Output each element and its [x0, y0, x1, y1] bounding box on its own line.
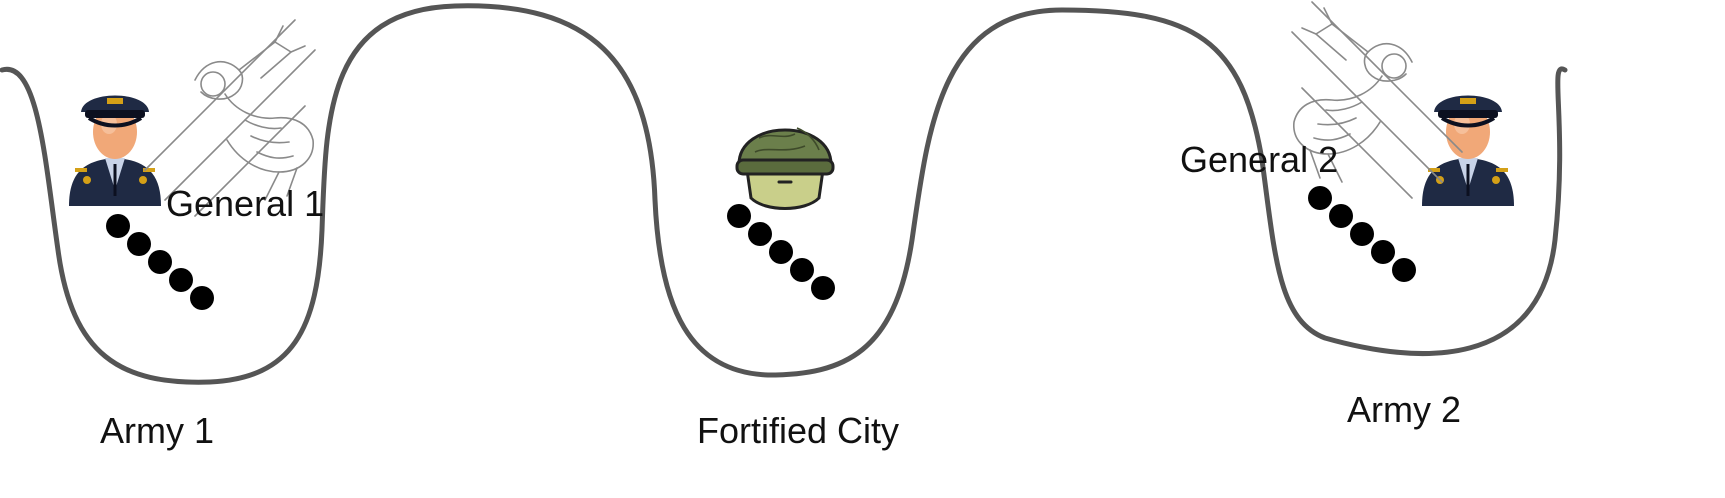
- terrain-valley-line: [0, 3, 1568, 385]
- general-2-officer-icon: [1420, 93, 1516, 208]
- city-soldier-helmet-icon: [735, 127, 835, 210]
- general-1-officer-icon: [67, 93, 163, 208]
- army-2-soldiers-icon: [1298, 186, 1428, 356]
- army-1-soldiers-icon: [96, 214, 226, 384]
- army-2-label: Army 2: [1347, 389, 1461, 430]
- fortified-city-label: Fortified City: [697, 410, 899, 451]
- general-2-label: General 2: [1180, 139, 1338, 180]
- city-soldiers-icon: [717, 204, 847, 374]
- general-1-label: General 1: [166, 183, 324, 224]
- army-1-label: Army 1: [100, 410, 214, 451]
